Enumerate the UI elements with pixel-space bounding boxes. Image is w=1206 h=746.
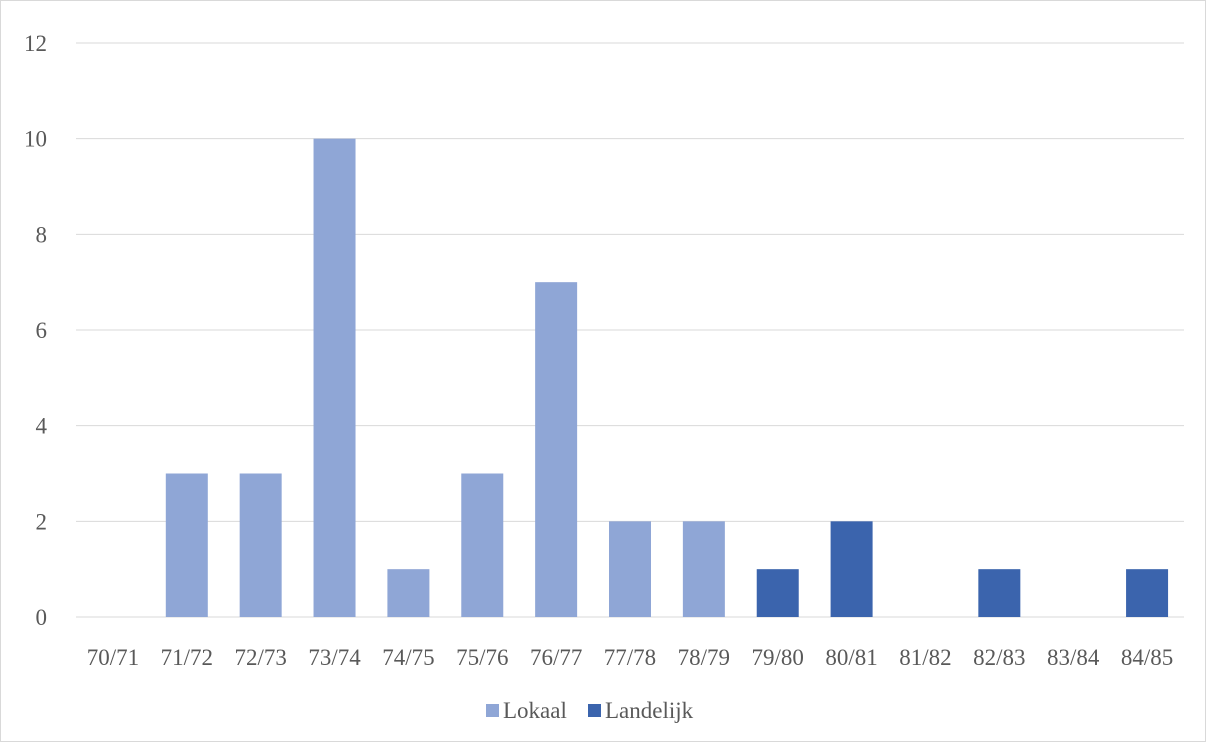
x-tick-label: 74/75 (382, 645, 434, 670)
legend-label-lokaal: Lokaal (503, 698, 567, 723)
bar-lokaal-73-74 (313, 138, 356, 617)
y-tick-label: 8 (36, 222, 48, 247)
x-tick-label: 77/78 (604, 645, 656, 670)
bar-landelijk-79-80 (756, 569, 799, 617)
x-tick-label: 73/74 (308, 645, 361, 670)
bar-landelijk-80-81 (830, 521, 873, 617)
x-tick-label: 72/73 (234, 645, 286, 670)
bar-landelijk-84-85 (1126, 569, 1169, 617)
y-tick-label: 4 (36, 414, 48, 439)
bar-lokaal-77-78 (609, 521, 651, 617)
legend-swatch-landelijk (588, 704, 601, 717)
x-tick-label: 81/82 (899, 645, 951, 670)
x-tick-label: 75/76 (456, 645, 508, 670)
x-tick-label: 79/80 (752, 645, 804, 670)
x-tick-label: 82/83 (973, 645, 1025, 670)
x-tick-label: 78/79 (678, 645, 730, 670)
legend: Lokaal Landelijk (486, 698, 694, 723)
x-tick-label: 71/72 (161, 645, 213, 670)
bar-lokaal-78-79 (682, 521, 725, 617)
bar-lokaal-72-73 (239, 473, 282, 617)
x-tick-label: 83/84 (1047, 645, 1100, 670)
legend-swatch-lokaal (486, 704, 499, 717)
bars (165, 138, 1169, 617)
bar-lokaal-76-77 (535, 282, 578, 617)
bar-landelijk-82-83 (978, 569, 1021, 617)
x-tick-label: 76/77 (530, 645, 582, 670)
legend-label-landelijk: Landelijk (605, 698, 694, 723)
y-tick-label: 6 (36, 318, 48, 343)
bar-lokaal-74-75 (387, 569, 430, 617)
y-tick-label: 10 (24, 127, 47, 152)
y-tick-label: 2 (36, 509, 48, 534)
y-axis-tick-labels: 0 2 4 6 8 10 12 (24, 31, 48, 630)
bar-lokaal-71-72 (165, 473, 208, 617)
bar-lokaal-75-76 (461, 473, 504, 617)
x-tick-label: 70/71 (87, 645, 139, 670)
y-tick-label: 0 (36, 605, 48, 630)
x-tick-label: 84/85 (1121, 645, 1173, 670)
x-tick-label: 80/81 (825, 645, 877, 670)
x-axis-tick-labels: 70/71 71/72 72/73 73/74 74/75 75/76 76/77 77/78… (87, 645, 1174, 670)
y-tick-label: 12 (24, 31, 47, 56)
